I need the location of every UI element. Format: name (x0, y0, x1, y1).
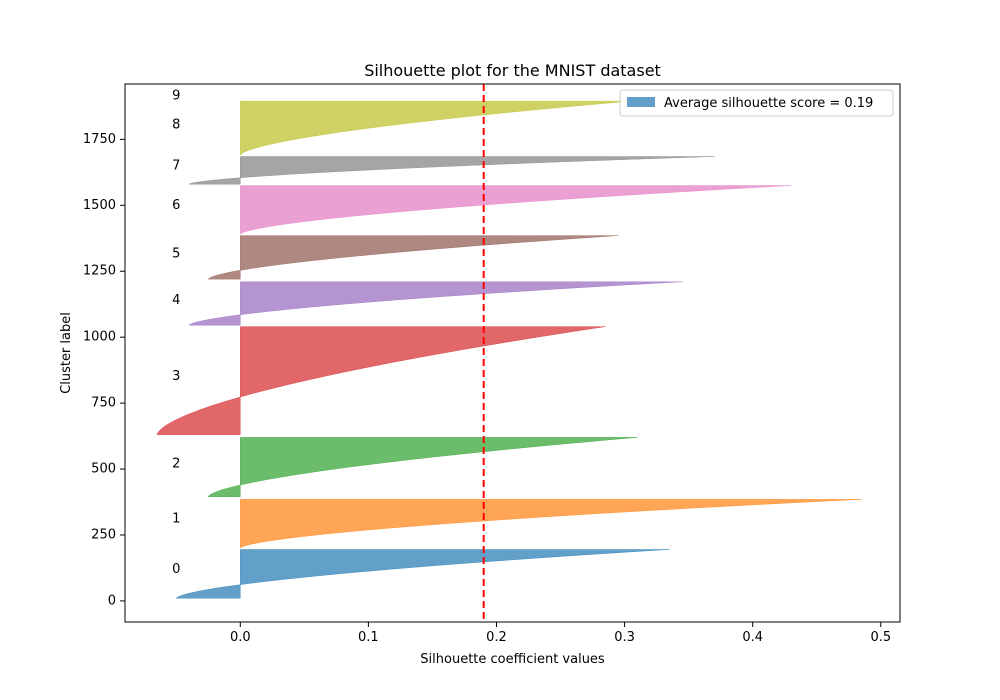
cluster-label-7: 7 (172, 158, 180, 173)
y-axis-title: Cluster label (59, 312, 74, 394)
cluster-6-silhouette (240, 185, 792, 235)
legend-swatch (627, 97, 655, 107)
cluster-label-9: 9 (172, 88, 180, 103)
cluster-label-1: 1 (172, 512, 180, 527)
y-tick-label: 1000 (83, 330, 116, 345)
cluster-label-3: 3 (172, 369, 180, 384)
x-tick-label: 0.2 (486, 630, 507, 645)
cluster-label-4: 4 (172, 293, 180, 308)
axes-layer: 0.0 0.1 0.2 0.3 0.4 0.50250500750100012501500… (83, 83, 901, 645)
cluster-5-silhouette (207, 235, 619, 280)
legend-box (619, 89, 894, 117)
cluster-3-silhouette (156, 326, 606, 436)
y-tick-label: 1500 (83, 198, 116, 213)
x-tick-label: 0.1 (358, 630, 379, 645)
y-tick-label: 1750 (83, 132, 116, 147)
cluster-label-8: 8 (172, 117, 180, 132)
x-tick-label: 0.3 (614, 630, 635, 645)
cluster-4-silhouette (188, 281, 683, 326)
clusters-layer (156, 100, 862, 599)
cluster-labels-layer: 0 1 2 3 4 5 6 7 8 9 (172, 88, 180, 576)
x-tick-label: 0.5 (870, 630, 891, 645)
y-tick-label: 1250 (83, 264, 116, 279)
cluster-label-5: 5 (172, 247, 180, 262)
x-tick-label: 0.0 (230, 630, 251, 645)
y-tick-label: 750 (91, 396, 116, 411)
chart-title: Silhouette plot for the MNIST dataset (364, 61, 661, 80)
cluster-8-silhouette (240, 100, 632, 156)
cluster-label-6: 6 (172, 198, 180, 213)
y-tick-label: 250 (91, 527, 116, 542)
cluster-2-silhouette (207, 437, 638, 497)
legend: Average silhouette score = 0.19 (619, 89, 894, 117)
x-tick-label: 0.4 (742, 630, 763, 645)
cluster-1-silhouette (240, 499, 862, 549)
x-axis-title: Silhouette coefficient values (420, 652, 605, 667)
axes-frame (124, 83, 901, 623)
cluster-7-silhouette (188, 156, 715, 185)
y-tick-label: 500 (91, 462, 116, 477)
cluster-label-0: 0 (172, 562, 180, 577)
y-tick-label: 0 (108, 593, 116, 608)
cluster-label-2: 2 (172, 456, 180, 471)
cluster-0-silhouette (175, 549, 670, 599)
legend-label: Average silhouette score = 0.19 (664, 96, 873, 111)
